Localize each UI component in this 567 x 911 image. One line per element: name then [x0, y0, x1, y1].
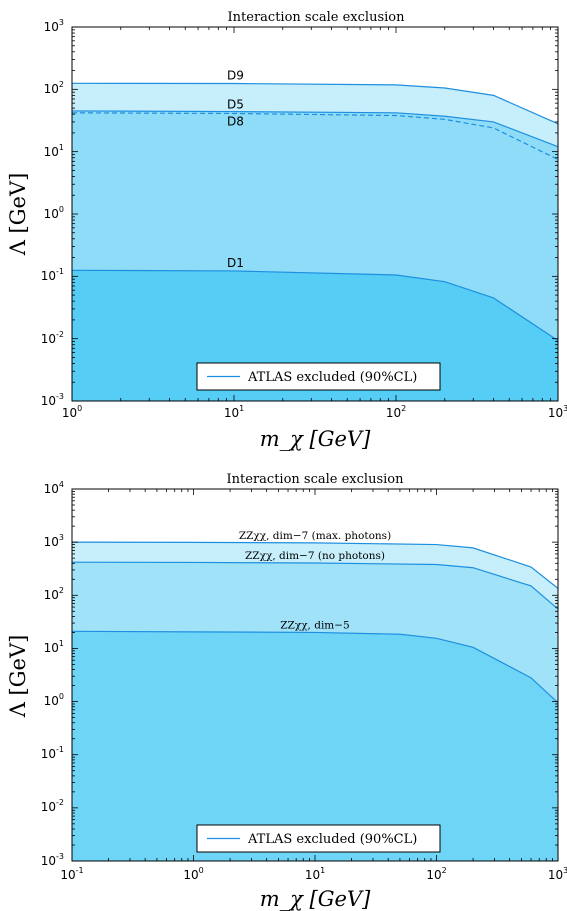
x-tick-label: 102: [426, 866, 446, 882]
y-axis-label: Λ [GeV]: [6, 635, 30, 719]
y-tick-label: 102: [44, 586, 64, 602]
y-tick-label: 101: [44, 639, 64, 655]
legend: ATLAS excluded (90%CL): [196, 824, 441, 853]
series-line: [71, 112, 559, 160]
chart-top: Interaction scale exclusion D9 D5 D8 D1 100…: [6, 10, 567, 451]
legend-label: ATLAS excluded (90%CL): [247, 832, 417, 847]
series-line: [71, 541, 559, 589]
chart-title: Interaction scale exclusion: [228, 10, 406, 25]
x-tick-label: 101: [305, 866, 325, 882]
x-tick-label: 100: [183, 866, 203, 882]
series-label: D9: [227, 69, 244, 83]
y-tick-label: 10-2: [41, 330, 64, 346]
y-tick-label: 100: [44, 692, 64, 708]
y-axis-label: Λ [GeV]: [6, 173, 30, 257]
series-line: [71, 269, 559, 342]
chart-bottom: Interaction scale exclusion ZZχχ, dim−7 …: [6, 472, 567, 911]
x-tick-label: 103: [548, 404, 567, 420]
y-tick-label: 103: [44, 18, 64, 34]
plot-area: ZZχχ, dim−7 (max. photons) ZZχχ, dim−7 (n…: [71, 530, 559, 861]
y-tick-labels: 10-3 10-2 10-1 100 101 102 103: [41, 18, 64, 408]
y-tick-label: 10-1: [41, 267, 64, 283]
series-label: ZZχχ, dim−7 (no photons): [245, 550, 385, 562]
series-area: [72, 631, 558, 861]
series-label: D5: [227, 98, 244, 112]
x-tick-label: 103: [548, 866, 567, 882]
series-line: [71, 82, 559, 125]
tick-marks: [71, 488, 559, 862]
y-tick-label: 103: [44, 533, 64, 549]
chart-title: Interaction scale exclusion: [227, 472, 405, 487]
legend: ATLAS excluded (90%CL): [196, 362, 441, 391]
series-line: [71, 630, 559, 704]
series-line: [71, 561, 559, 610]
series-line: [71, 110, 559, 148]
y-tick-label: 10-2: [41, 798, 64, 814]
y-tick-label: 10-1: [41, 745, 64, 761]
x-tick-label: 100: [62, 404, 82, 420]
x-tick-labels: 100 101 102 103: [62, 404, 567, 420]
series-label: ZZχχ, dim−7 (max. photons): [239, 530, 391, 542]
series-label: D8: [227, 114, 244, 128]
series-label: D1: [227, 256, 244, 270]
x-tick-label: 10-1: [60, 866, 83, 882]
legend-label: ATLAS excluded (90%CL): [247, 370, 417, 385]
x-tick-label: 102: [386, 404, 406, 420]
x-tick-label: 101: [224, 404, 244, 420]
x-tick-labels: 10-1 100 101 102 103: [60, 866, 567, 882]
y-tick-label: 100: [44, 205, 64, 221]
y-tick-labels: 10-3 10-2 10-1 100 101 102 103 104: [41, 480, 64, 868]
x-axis-label: m_χ [GeV]: [260, 427, 371, 451]
tick-marks: [71, 26, 559, 402]
y-tick-label: 102: [44, 80, 64, 96]
y-tick-label: 104: [44, 480, 64, 496]
plot-area: D9 D5 D8 D1: [71, 69, 559, 402]
y-tick-label: 101: [44, 143, 64, 159]
y-tick-label: 10-3: [41, 392, 64, 408]
series-label: ZZχχ, dim−5: [280, 619, 350, 631]
y-tick-label: 10-3: [41, 852, 64, 868]
x-axis-label: m_χ [GeV]: [260, 887, 371, 911]
